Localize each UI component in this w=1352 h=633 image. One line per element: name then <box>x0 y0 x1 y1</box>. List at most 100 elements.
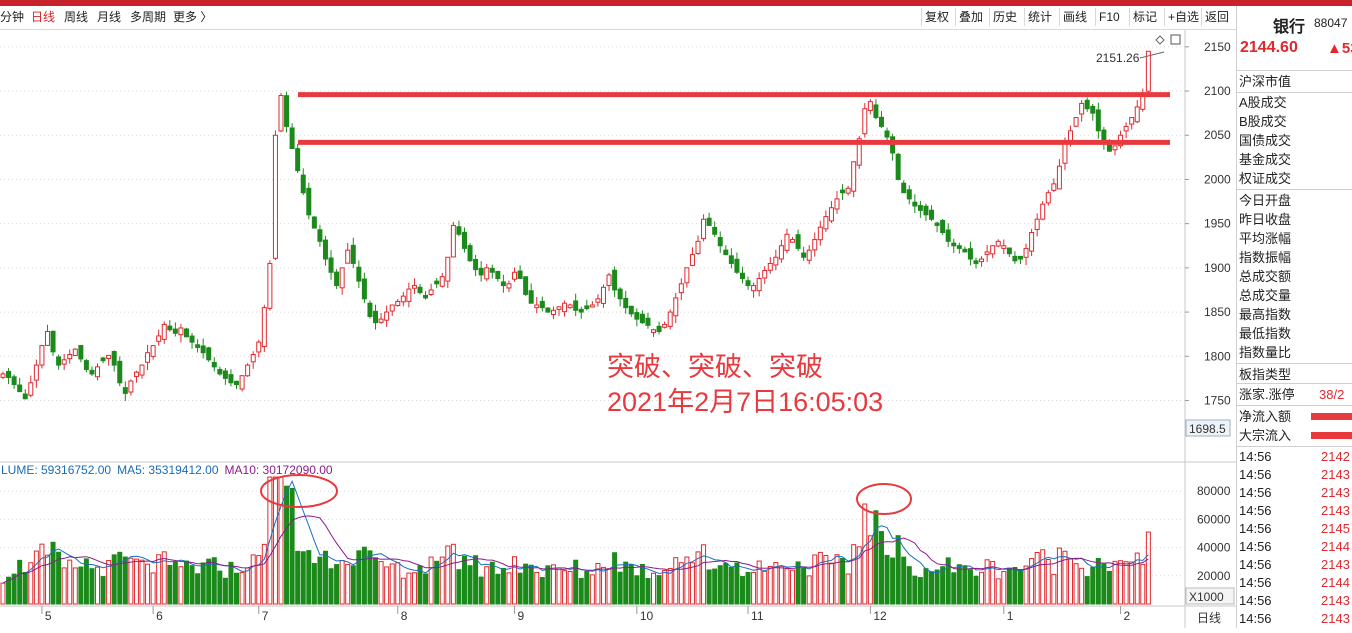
period-monthly-tab[interactable]: 月线 <box>97 10 122 24</box>
volume-bar <box>434 560 440 605</box>
candle-body <box>628 305 634 315</box>
volume-bar <box>200 562 206 605</box>
volume-bar <box>373 557 379 605</box>
volume-bar <box>923 568 929 605</box>
volume-bar <box>284 485 290 605</box>
candle-body <box>122 387 128 394</box>
volume-bar <box>695 551 701 605</box>
volume-bar <box>417 565 423 605</box>
stat-label: 指数振幅 <box>1239 250 1292 265</box>
tick-time: 14:56 <box>1239 521 1272 536</box>
volume-bar <box>951 572 957 605</box>
volume-bar <box>745 571 751 605</box>
volume-tick-label: 60000 <box>1197 512 1231 526</box>
volume-bar <box>1140 563 1146 605</box>
volume-bar <box>189 565 195 605</box>
candle-body <box>645 317 651 326</box>
candle-body <box>495 270 501 279</box>
candle-body <box>428 289 434 296</box>
volume-bar <box>1034 551 1040 605</box>
candle-body <box>695 240 701 255</box>
volume-bar <box>945 557 951 605</box>
volume-bar <box>912 575 918 605</box>
history-button[interactable]: 历史 <box>989 8 1020 26</box>
candle-body <box>400 295 406 303</box>
candlestick-chart[interactable]: 1750180018501900195020002050210021501698… <box>0 30 1236 628</box>
draw-button[interactable]: 画线 <box>1059 8 1090 26</box>
volume-bar <box>1001 571 1007 605</box>
candle-body <box>406 288 412 302</box>
candle-body <box>78 344 84 360</box>
period-daily-tab[interactable]: 日线 <box>31 10 56 24</box>
overlay-button[interactable]: 叠加 <box>955 8 986 26</box>
volume-bar <box>261 543 267 605</box>
volume-legend-volume: LUME: 59316752.00 <box>1 463 111 477</box>
volume-circle-annotation <box>856 483 912 515</box>
volume-bar <box>178 566 184 605</box>
volume-bar <box>867 535 873 605</box>
volume-bar <box>450 543 456 605</box>
f10-button[interactable]: F10 <box>1095 8 1123 26</box>
candle-body <box>61 359 67 365</box>
mark-button[interactable]: 标记 <box>1129 8 1160 26</box>
volume-bar <box>234 572 240 605</box>
volume-bar <box>211 557 217 605</box>
quote-header: 银行 88047 2144.60 ▲53 <box>1237 6 1352 71</box>
candle-body <box>384 311 390 321</box>
annotation-line1: 突破、突破、突破 <box>607 352 823 382</box>
adjust-button[interactable]: 复权 <box>921 8 952 26</box>
candle-body <box>200 345 206 354</box>
stat-label: 基金成交 <box>1239 152 1292 167</box>
add-watchlist-button[interactable]: +自选 <box>1164 8 1202 26</box>
chart-area: 1750 1800 1850 1900 1950 2000 2050 2100 2150 1698… <box>0 30 1236 628</box>
candle-body <box>945 229 951 242</box>
net-inflow-bar <box>1311 413 1352 420</box>
candle-body <box>250 353 256 363</box>
volume-bar <box>389 563 395 605</box>
candle-body <box>1079 102 1085 115</box>
volume-bar <box>72 567 78 605</box>
candle-body <box>417 286 423 294</box>
annotation-layer: 突破、突破、突破 2021年2月7日16:05:03 2151.26 <box>260 34 1181 515</box>
month-label: 8 <box>401 609 408 623</box>
back-button[interactable]: 返回 <box>1201 8 1232 26</box>
candle-body <box>600 286 606 304</box>
candle-body <box>500 281 506 287</box>
candle-body <box>706 217 712 226</box>
volume-bar <box>384 566 390 605</box>
candle-body <box>673 297 679 317</box>
volume-bar <box>1051 573 1057 605</box>
period-weekly-tab[interactable]: 周线 <box>64 10 89 24</box>
volume-bar <box>311 563 317 605</box>
candle-body <box>328 257 334 273</box>
tick-time: 14:56 <box>1239 557 1272 572</box>
volume-bar <box>600 566 606 605</box>
volume-bar <box>812 554 818 605</box>
candle-body <box>473 258 479 271</box>
volume-bar <box>161 551 167 605</box>
month-label: 10 <box>640 609 654 623</box>
candle-body <box>990 245 996 255</box>
candle-body <box>1095 109 1101 132</box>
volume-bar <box>300 551 306 605</box>
tick-price: 2144 <box>1321 575 1350 590</box>
candle-body <box>128 380 134 393</box>
stats-button[interactable]: 统计 <box>1024 8 1055 26</box>
volume-bar <box>167 564 173 605</box>
candle-body <box>979 258 985 263</box>
more-menu[interactable]: 更多 〉 <box>173 10 213 24</box>
period-multi-tab[interactable]: 多周期 <box>130 10 167 24</box>
volume-axis: 20000 40000 60000 80000 X1000 日线 <box>1185 484 1235 625</box>
volume-bar <box>767 565 773 605</box>
candle-body <box>612 269 618 291</box>
volume-bar <box>489 561 495 605</box>
candle-body <box>762 270 768 279</box>
period-minute-tab[interactable]: 分钟 <box>0 10 25 24</box>
candle-body <box>1145 50 1151 92</box>
volume-bar <box>723 562 729 605</box>
volume-bar <box>973 575 979 605</box>
volume-bar <box>50 541 56 605</box>
volume-bar <box>328 568 334 605</box>
candle-body <box>712 226 718 235</box>
volume-bar <box>133 558 139 605</box>
